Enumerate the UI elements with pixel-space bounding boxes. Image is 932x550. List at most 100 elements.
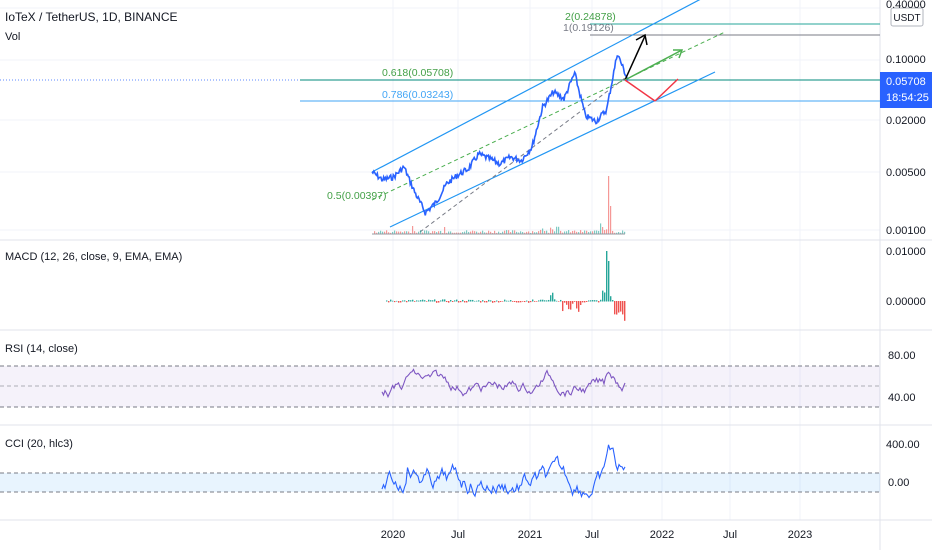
macd-histogram-bar: [510, 300, 512, 302]
macd-histogram-bar: [414, 301, 416, 302]
volume-bar: [418, 231, 420, 234]
macd-histogram-bar: [610, 296, 612, 302]
macd-histogram-bar: [436, 301, 438, 303]
fib-label-05: 0.5(0.00397): [327, 190, 387, 202]
volume-bar: [400, 231, 402, 234]
time-tick-2021: 2021: [518, 529, 542, 541]
volume-bar: [464, 231, 466, 234]
volume-bar: [404, 231, 406, 234]
projection-arrows[interactable]: [624, 33, 684, 102]
volume-bar: [422, 232, 424, 234]
volume-bar: [458, 232, 460, 234]
last-price-badge: [880, 72, 932, 108]
price-tick-3: 0.00500: [886, 167, 926, 179]
macd-histogram-bar: [612, 300, 614, 302]
channel-mid-line[interactable]: [371, 31, 726, 201]
macd-histogram-bar: [534, 301, 536, 302]
currency-badge[interactable]: [890, 7, 924, 27]
volume-bar: [432, 231, 434, 234]
macd-histogram-bar: [530, 301, 532, 303]
volume-bar: [440, 230, 442, 234]
rsi-series-line[interactable]: [381, 368, 626, 399]
volume-bar: [416, 232, 418, 234]
arrow-up-black: [624, 35, 646, 81]
macd-histogram-bar: [406, 301, 408, 303]
macd-histogram-bar: [502, 301, 504, 302]
macd-histogram-bar: [586, 301, 588, 302]
volume-bar: [430, 232, 432, 234]
rsi-band-fill: [0, 366, 880, 407]
arrow-green: [624, 49, 683, 81]
macd-histogram-bar: [546, 300, 548, 302]
volume-bar: [388, 232, 390, 234]
price-series-line[interactable]: [371, 55, 629, 216]
macd-histogram-bar: [400, 301, 402, 303]
volume-bar: [574, 230, 576, 234]
volume-bar: [476, 231, 478, 234]
fib-label-0618: 0.618(0.05708): [382, 67, 453, 79]
macd-histogram-bar: [498, 301, 500, 303]
time-tick-jul-2022: Jul: [723, 529, 737, 541]
macd-histogram-bar: [564, 301, 566, 303]
cci-series-line[interactable]: [381, 444, 626, 499]
volume-bar: [612, 230, 614, 234]
macd-histogram-bar: [568, 301, 570, 310]
macd-histogram-bar: [588, 300, 590, 302]
currency-label: USDT: [893, 13, 920, 24]
macd-histogram-bar: [440, 300, 442, 302]
macd-histogram-bar: [410, 300, 412, 302]
time-tick-2020: 2020: [381, 529, 405, 541]
volume-bar: [434, 231, 436, 234]
macd-histogram-bar: [412, 299, 414, 302]
volume-bars: [374, 176, 626, 234]
macd-histogram-bar: [540, 299, 542, 302]
macd-histogram-bar: [424, 300, 426, 302]
volume-bar: [568, 230, 570, 234]
macd-histogram-bar: [512, 301, 514, 302]
macd-histogram-bar: [508, 300, 510, 302]
trend-dashed-line[interactable]: [419, 77, 626, 233]
macd-histogram-bar: [536, 301, 538, 302]
macd-histogram-bar: [518, 301, 520, 303]
macd-histogram-bar: [448, 301, 450, 303]
price-axis[interactable]: USDT 0.40000 0.10000 0.02000 0.00500 0.0…: [880, 0, 932, 489]
macd-histogram-bar: [544, 300, 546, 302]
macd-histogram-bar: [456, 299, 458, 302]
volume-bar: [602, 227, 604, 234]
macd-label: MACD (12, 26, close, 9, EMA, EMA): [5, 251, 182, 263]
volume-bar: [390, 232, 392, 234]
macd-tick-0: 0.01000: [886, 246, 926, 258]
time-axis[interactable]: 2020 Jul 2021 Jul 2022 Jul 2023: [381, 529, 812, 541]
price-tick-4: 0.00100: [886, 225, 926, 237]
macd-histogram-bar: [408, 299, 410, 302]
macd-histogram-bar: [514, 301, 516, 302]
rsi-tick-1: 40.00: [888, 392, 916, 404]
macd-histogram-bar: [438, 301, 440, 303]
macd-histogram-bar: [506, 300, 508, 302]
macd-histogram-bar: [422, 299, 424, 302]
main-price-pane[interactable]: 2(0.24878) 1(0.19126) 0.618(0.05708) 0.7…: [0, 0, 880, 235]
macd-histogram-bar: [404, 300, 406, 302]
volume-bar: [540, 229, 542, 234]
volume-bar: [450, 231, 452, 234]
macd-histogram-bar: [396, 300, 398, 302]
arrow-red: [624, 79, 656, 102]
macd-histogram-bar: [392, 300, 394, 302]
channel-lower-line[interactable]: [389, 71, 716, 228]
volume-bar: [554, 231, 556, 234]
fib-label-2: 2(0.24878): [565, 11, 616, 23]
macd-histogram-bar: [446, 301, 448, 303]
macd-histogram-bar: [486, 301, 488, 303]
arrow-green-head: [673, 49, 684, 59]
volume-bar: [558, 226, 560, 234]
macd-histogram-bar: [500, 301, 502, 302]
fib-label-1: 1(0.19126): [563, 22, 614, 34]
channel-upper-line[interactable]: [371, 0, 718, 173]
rsi-pane[interactable]: RSI (14, close): [0, 343, 880, 408]
macd-histogram-bar: [454, 300, 456, 302]
macd-histogram-bar: [576, 301, 578, 309]
macd-histogram-bar: [614, 301, 616, 315]
macd-pane[interactable]: MACD (12, 26, close, 9, EMA, EMA): [5, 251, 626, 321]
cci-pane[interactable]: CCI (20, hlc3): [0, 438, 880, 499]
